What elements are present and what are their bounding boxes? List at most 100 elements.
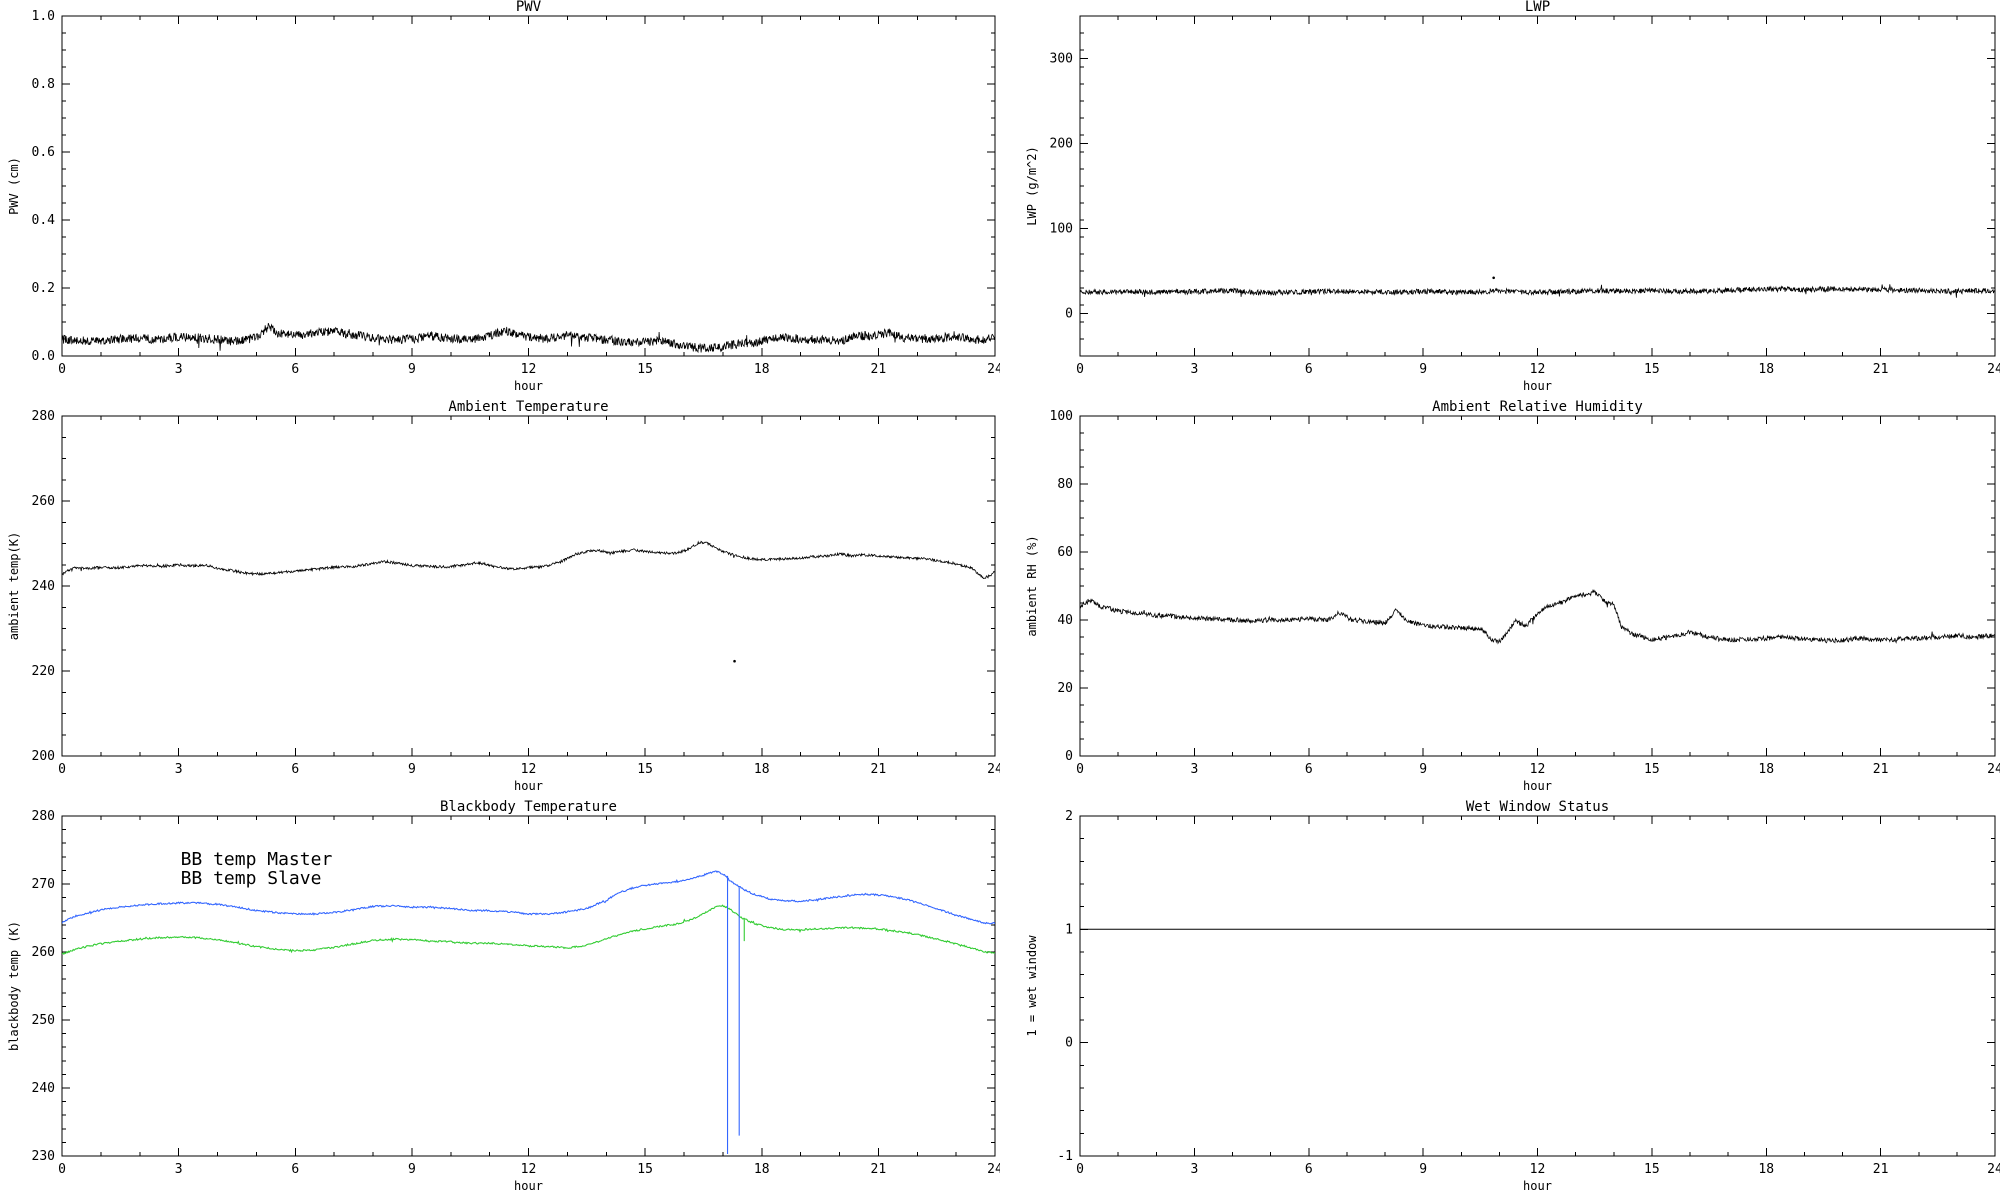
x-tick-label: 12 (521, 762, 537, 777)
y-tick-label: 230 (32, 1149, 55, 1164)
x-tick-label: 9 (1419, 362, 1427, 377)
outlier-point (1492, 276, 1495, 280)
y-tick-label: 0.0 (32, 349, 55, 364)
x-tick-label: 18 (754, 1162, 770, 1177)
plot-frame (61, 15, 996, 357)
y-tick-label: 60 (1057, 545, 1073, 560)
y-axis-label: blackbody temp (K) (7, 921, 21, 1051)
x-tick-label: 0 (58, 1162, 66, 1177)
y-tick-label: 260 (32, 494, 55, 509)
x-tick-label: 21 (1873, 762, 1889, 777)
x-tick-label: 21 (1873, 362, 1889, 377)
axis-ticks (61, 415, 996, 757)
x-tick-label: 0 (58, 762, 66, 777)
x-tick-label: 24 (987, 1162, 1000, 1177)
x-tick-label: 18 (754, 362, 770, 377)
series-pwv (62, 322, 995, 354)
y-tick-label: 0 (1065, 307, 1073, 322)
plot-frame (1079, 15, 1996, 357)
axis-ticks (1079, 15, 1996, 357)
y-axis-label: 1 = wet window (1025, 935, 1039, 1037)
y-tick-label: 0.2 (32, 281, 55, 296)
x-tick-label: 21 (871, 362, 887, 377)
x-axis-label: hour (514, 1179, 543, 1193)
x-tick-label: 9 (1419, 1162, 1427, 1177)
y-tick-label: 1.0 (32, 9, 55, 24)
series-bb-temp-master (62, 870, 995, 925)
x-tick-label: 0 (1076, 362, 1084, 377)
x-tick-label: 18 (754, 762, 770, 777)
x-tick-label: 24 (1987, 362, 2000, 377)
x-tick-label: 9 (408, 1162, 416, 1177)
panel-pwv: 0 3 6 9 12 15 18 21 24 0.0 0.2 0.4 0.6 0.8 1.0 PWV hour P… (0, 0, 1000, 400)
x-tick-label: 15 (1644, 1162, 1660, 1177)
x-tick-label: 21 (1873, 1162, 1889, 1177)
outlier-point (733, 659, 736, 663)
x-tick-label: 0 (1076, 762, 1084, 777)
y-tick-label: 250 (32, 1013, 55, 1028)
chart-ambient-relative-humidity: 0 3 6 9 12 15 18 21 24 0 20 40 60 80 100 Ambient Relati… (1025, 400, 2000, 793)
x-tick-label: 12 (521, 362, 537, 377)
axis-ticks (1079, 415, 1996, 757)
x-tick-label: 18 (1758, 1162, 1774, 1177)
x-axis-label: hour (514, 379, 543, 393)
y-axis-label: ambient RH (%) (1025, 535, 1039, 636)
y-tick-label: 200 (32, 749, 55, 764)
x-tick-label: 15 (1644, 762, 1660, 777)
chart-title: Ambient Relative Humidity (1432, 400, 1643, 415)
chart-title: Blackbody Temperature (440, 800, 617, 815)
chart-pwv: 0 3 6 9 12 15 18 21 24 0.0 0.2 0.4 0.6 0.8 1.0 PWV hour P… (7, 0, 1000, 393)
y-tick-label: 220 (32, 664, 55, 679)
x-tick-label: 12 (521, 1162, 537, 1177)
y-tick-label: 0 (1065, 749, 1073, 764)
chart-ambient-temperature: 0 3 6 9 12 15 18 21 24 200 220 240 260 280 Ambient Tem… (7, 400, 1000, 793)
x-tick-label: 21 (871, 1162, 887, 1177)
x-tick-label: 15 (1644, 362, 1660, 377)
y-axis-label: ambient temp(K) (7, 532, 21, 640)
x-axis-label: hour (1523, 1179, 1552, 1193)
y-tick-label: 20 (1057, 681, 1073, 696)
axis-ticks (61, 815, 996, 1157)
x-tick-label: 18 (1758, 762, 1774, 777)
x-tick-label: 6 (291, 1162, 299, 1177)
x-tick-label: 3 (175, 1162, 183, 1177)
y-tick-label: 240 (32, 579, 55, 594)
x-tick-label: 15 (637, 1162, 653, 1177)
legend-label: BB temp Slave (181, 868, 322, 889)
chart-title: Ambient Temperature (448, 400, 608, 415)
x-tick-label: 12 (1530, 762, 1546, 777)
y-tick-label: 260 (32, 945, 55, 960)
x-tick-label: 3 (175, 762, 183, 777)
x-tick-label: 3 (1190, 1162, 1198, 1177)
y-tick-label: -1 (1057, 1149, 1073, 1164)
series-bb-temp-slave (62, 904, 995, 955)
x-tick-label: 9 (1419, 762, 1427, 777)
x-tick-label: 6 (291, 762, 299, 777)
chart-lwp: 0 3 6 9 12 15 18 21 24 0 100 200 300 LWP hour LWP (g/m^… (1025, 0, 2000, 393)
y-tick-label: 0.4 (32, 213, 56, 228)
x-tick-label: 24 (1987, 1162, 2000, 1177)
panel-wet-window-status: 0 3 6 9 12 15 18 21 24 -1 0 1 2 Wet Window Status hour… (1000, 800, 2000, 1200)
y-tick-label: 280 (32, 409, 55, 424)
x-tick-label: 18 (1758, 362, 1774, 377)
x-tick-label: 3 (1190, 362, 1198, 377)
x-tick-label: 24 (987, 762, 1000, 777)
y-tick-label: 0 (1065, 1036, 1073, 1051)
y-tick-label: 270 (32, 877, 55, 892)
axis-ticks (61, 15, 996, 357)
x-tick-label: 24 (987, 362, 1000, 377)
chart-title: Wet Window Status (1466, 800, 1609, 815)
series-ambient-rh (1080, 588, 1995, 645)
y-tick-label: 0.8 (32, 77, 55, 92)
x-axis-label: hour (514, 779, 543, 793)
x-axis-label: hour (1523, 379, 1552, 393)
y-tick-label: 2 (1065, 809, 1073, 824)
y-tick-label: 300 (1050, 52, 1073, 67)
chart-title: LWP (1525, 0, 1550, 15)
x-tick-label: 12 (1530, 1162, 1546, 1177)
x-tick-label: 24 (1987, 762, 2000, 777)
axis-ticks (1079, 815, 1996, 1157)
y-tick-label: 1 (1065, 922, 1073, 937)
